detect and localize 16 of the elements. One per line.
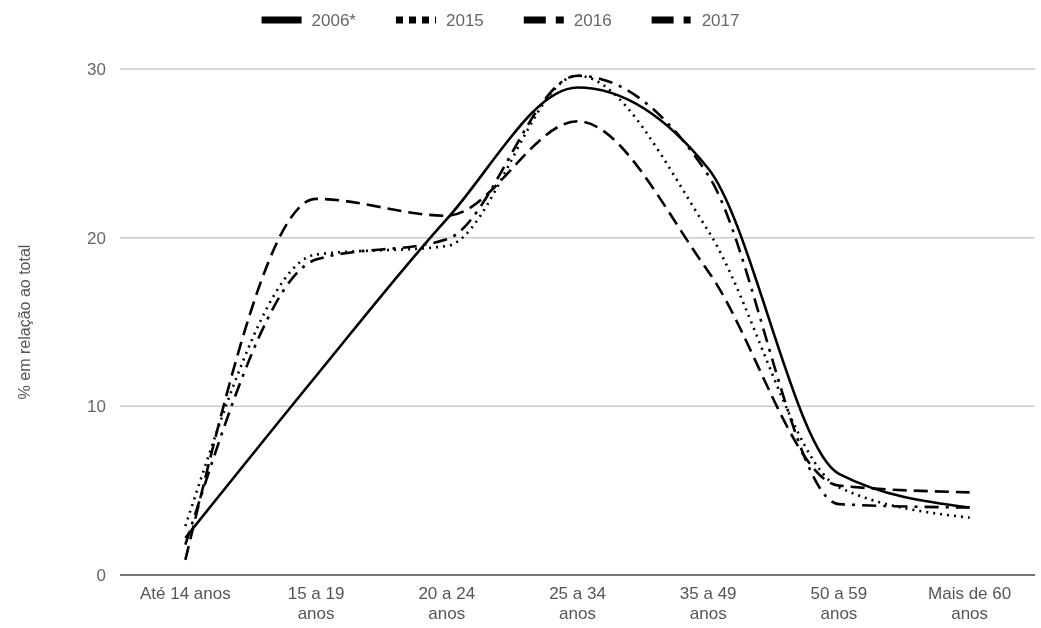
- x-tick-label: 15 a 19 anos: [287, 584, 345, 623]
- legend-label: 2006*: [311, 10, 357, 30]
- x-tick-label: Mais de 60 anos: [928, 584, 1012, 623]
- legend-label: 2016: [573, 10, 612, 30]
- legend-label: 2017: [701, 10, 740, 30]
- x-tick-label: 50 a 59 anos: [810, 584, 868, 623]
- y-axis-title: % em relação ao total: [16, 244, 33, 400]
- y-tick-label: 0: [96, 565, 106, 585]
- y-tick-label: 10: [87, 397, 106, 417]
- legend-label: 2015: [445, 10, 484, 30]
- x-tick-label: 25 a 34 anos: [549, 584, 606, 623]
- x-tick-label: 35 a 49 anos: [679, 584, 737, 623]
- x-tick-label: Até 14 anos: [139, 584, 231, 603]
- y-tick-label: 30: [87, 59, 106, 79]
- x-tick-label: 20 a 24 anos: [418, 584, 476, 623]
- y-tick-label: 20: [87, 228, 106, 248]
